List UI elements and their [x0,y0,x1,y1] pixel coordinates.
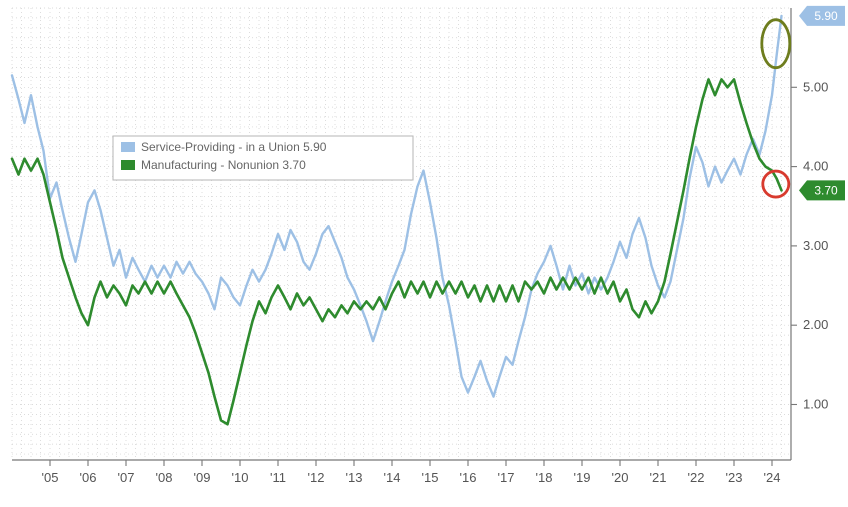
x-tick-label: '06 [80,470,97,485]
y-tick-label: 1.00 [803,396,828,411]
x-tick-label: '10 [232,470,249,485]
y-tick-label: 2.00 [803,317,828,332]
x-tick-label: '19 [574,470,591,485]
x-tick-label: '12 [308,470,325,485]
end-label-text: 3.70 [814,183,838,197]
end-label-mfg_nonunion: 3.70 [799,180,845,200]
x-tick-label: '21 [650,470,667,485]
x-tick-label: '16 [460,470,477,485]
x-tick-label: '24 [764,470,781,485]
y-tick-label: 3.00 [803,238,828,253]
x-tick-label: '13 [346,470,363,485]
x-tick-label: '18 [536,470,553,485]
x-tick-label: '17 [498,470,515,485]
x-tick-label: '07 [118,470,135,485]
x-tick-label: '20 [612,470,629,485]
x-tick-label: '23 [726,470,743,485]
x-tick-label: '11 [270,470,286,485]
legend-label: Manufacturing - Nonunion 3.70 [141,158,306,172]
end-label-service_union: 5.90 [799,6,845,26]
x-tick-label: '05 [42,470,59,485]
legend-label: Service-Providing - in a Union 5.90 [141,140,327,154]
x-tick-label: '14 [384,470,401,485]
x-tick-label: '09 [194,470,211,485]
end-label-text: 5.90 [814,9,838,23]
x-tick-label: '15 [422,470,439,485]
x-tick-label: '08 [156,470,173,485]
y-tick-label: 4.00 [803,159,828,174]
x-tick-label: '22 [688,470,705,485]
legend: Service-Providing - in a Union 5.90 Manuf… [113,136,413,180]
y-tick-label: 5.00 [803,79,828,94]
chart: 1.00 2.00 3.00 4.00 5.00 '05 '06 '07 '08 '09 '10 '1… [0,0,848,507]
